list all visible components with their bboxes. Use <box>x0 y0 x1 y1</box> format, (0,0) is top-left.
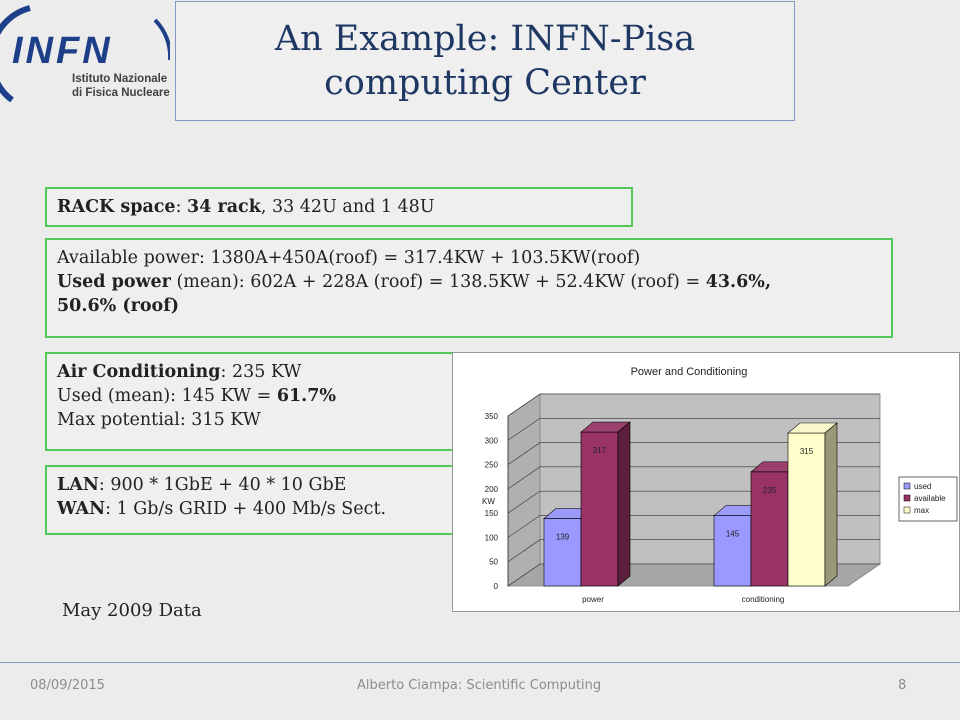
wan-label: WAN <box>57 499 106 519</box>
x-tick-label: power <box>582 595 604 604</box>
gridline <box>507 393 880 417</box>
footer-divider <box>0 662 960 663</box>
rack-space-sep: : <box>175 197 188 217</box>
data-label: 315 <box>800 447 814 456</box>
legend-label-max: max <box>914 506 929 515</box>
data-label: 235 <box>763 486 777 495</box>
x-tick-label: conditioning <box>742 595 785 604</box>
data-date-note: May 2009 Data <box>62 600 202 621</box>
footer-date: 08/09/2015 <box>30 678 105 693</box>
air-used-percent: 61.7% <box>276 386 337 406</box>
logo-line-1: Istituto Nazionale <box>72 73 168 85</box>
air-conditioning-label: Air Conditioning <box>57 362 221 382</box>
y-tick-label: 300 <box>485 436 499 445</box>
data-label: 145 <box>726 530 740 539</box>
used-power-line: Used power (mean): 602A + 228A (roof) = … <box>57 270 881 294</box>
wan-line: WAN: 1 Gb/s GRID + 400 Mb/s Sect. <box>57 497 453 521</box>
rack-space-label: RACK space <box>57 197 176 217</box>
y-tick-label: 200 <box>485 485 499 494</box>
logo-line-2: di Fisica Nucleare <box>72 87 170 99</box>
gridline <box>507 442 880 465</box>
legend-swatch-available <box>903 494 911 502</box>
air-used-text: Used (mean): 145 KW = <box>57 386 277 406</box>
used-power-roof-percent: 50.6% (roof) <box>57 296 179 316</box>
bar-max-conditioning <box>787 432 826 587</box>
used-power-text: (mean): 602A + 228A (roof) = 138.5KW + 5… <box>170 272 706 292</box>
rack-details: , 33 42U and 1 48U <box>260 197 435 217</box>
bar-side <box>824 422 838 587</box>
gridline <box>507 417 880 441</box>
y-axis-label: KW <box>482 497 495 506</box>
slide-title: An Example: INFN-Pisa computing Center <box>175 1 795 121</box>
infn-logo: INFN Istituto Nazionale di Fisica Nuclea… <box>0 0 170 110</box>
y-tick-label: 150 <box>485 509 499 518</box>
wan-value: : 1 Gb/s GRID + 400 Mb/s Sect. <box>105 499 387 519</box>
air-conditioning-line: Air Conditioning: 235 KW <box>57 360 453 384</box>
rack-space-box: RACK space: 34 rack, 33 42U and 1 48U <box>45 187 633 227</box>
title-line-2: computing Center <box>324 63 646 103</box>
rack-space-line: RACK space: 34 rack, 33 42U and 1 48U <box>57 195 621 219</box>
used-power-roof-line: 50.6% (roof) <box>57 294 881 318</box>
legend-swatch-max <box>903 506 911 514</box>
footer-page-number: 8 <box>898 678 907 693</box>
data-label: 139 <box>556 532 570 541</box>
air-max-potential: Max potential: 315 KW <box>57 410 261 430</box>
y-tick-label: 250 <box>485 461 499 470</box>
y-tick-label: 0 <box>494 582 499 591</box>
bar-used-power <box>543 518 582 587</box>
power-conditioning-chart: Power and Conditioning 0 50 100 150 200 250 300… <box>452 352 960 612</box>
legend-label-used: used <box>914 482 931 491</box>
bar-available-conditioning <box>750 471 789 587</box>
footer-author: Alberto Ciampa: Scientific Computing <box>357 678 602 693</box>
used-power-percent: 43.6%, <box>705 272 772 292</box>
chart-title: Power and Conditioning <box>631 366 748 378</box>
data-label: 317 <box>593 446 607 455</box>
air-used-line: Used (mean): 145 KW = 61.7% <box>57 384 453 408</box>
air-conditioning-box: Air Conditioning: 235 KW Used (mean): 14… <box>45 352 465 451</box>
network-box: LAN: 900 * 1GbE + 40 * 10 GbE WAN: 1 Gb/… <box>45 465 465 535</box>
chart-svg: Power and Conditioning 0 50 100 150 200 250 300… <box>482 366 958 604</box>
available-power: Available power: 1380A+450A(roof) = 317.… <box>57 248 641 268</box>
legend-swatch-used <box>903 482 911 490</box>
bar-available-power <box>580 431 619 587</box>
bar-side <box>617 421 631 587</box>
title-line-1: An Example: INFN-Pisa <box>274 19 696 59</box>
air-conditioning-value: : 235 KW <box>220 362 302 382</box>
y-tick-label: 50 <box>489 558 498 567</box>
rack-count: 34 rack <box>187 197 261 217</box>
lan-value: : 900 * 1GbE + 40 * 10 GbE <box>98 475 347 495</box>
infn-logo-wordmark: INFN <box>12 30 113 72</box>
y-tick-label: 100 <box>485 533 499 542</box>
infn-logo-mark <box>0 5 170 103</box>
bar-used-conditioning <box>713 515 752 587</box>
chart-side-wall <box>507 393 541 587</box>
legend-label-available: available <box>914 494 946 503</box>
y-tick-label: 350 <box>485 412 499 421</box>
power-box: Available power: 1380A+450A(roof) = 317.… <box>45 238 893 338</box>
lan-line: LAN: 900 * 1GbE + 40 * 10 GbE <box>57 473 453 497</box>
lan-label: LAN <box>57 475 99 495</box>
used-power-label: Used power <box>57 272 171 292</box>
